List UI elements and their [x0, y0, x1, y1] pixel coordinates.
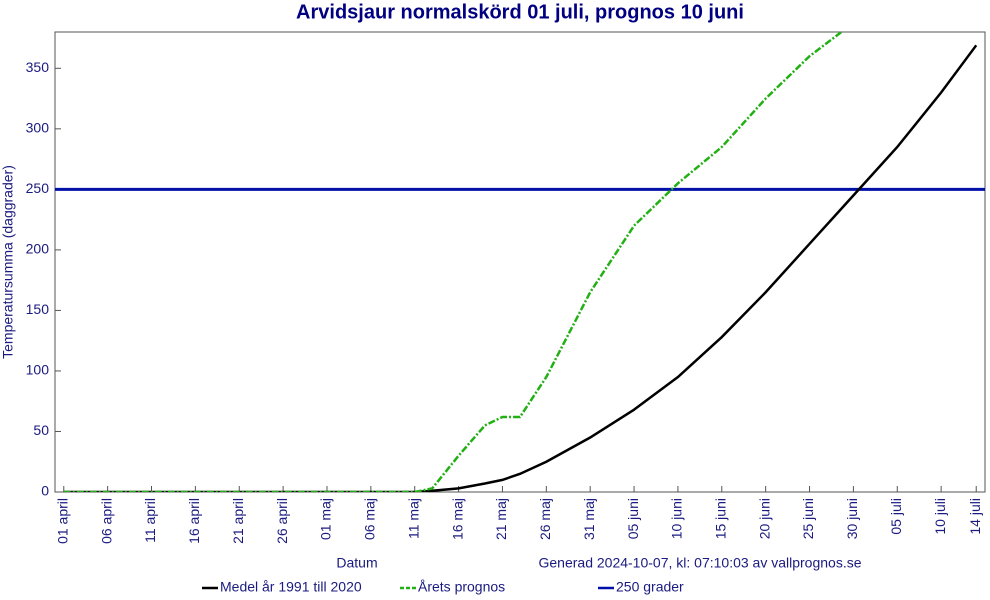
- y-tick-label: 150: [26, 301, 50, 317]
- y-tick-label: 300: [26, 120, 50, 136]
- series-line: [63, 32, 844, 492]
- x-tick-label: 10 juli: [932, 498, 948, 535]
- x-tick-label: 11 april: [142, 498, 158, 543]
- legend-label: 250 grader: [616, 579, 684, 595]
- y-tick-label: 50: [33, 422, 49, 438]
- x-tick-label: 26 april: [274, 498, 290, 544]
- x-tick-label: 05 juli: [888, 498, 904, 535]
- x-tick-label: 26 maj: [537, 498, 553, 540]
- x-tick-label: 15 juni: [712, 498, 728, 539]
- y-axis-label: Temperatursumma (daggrader): [0, 165, 16, 359]
- x-tick-label: 14 juli: [967, 498, 983, 535]
- y-tick-label: 250: [26, 180, 50, 196]
- y-tick-label: 100: [26, 362, 50, 378]
- x-tick-label: 16 maj: [449, 498, 465, 540]
- x-tick-label: 05 juni: [625, 498, 641, 539]
- x-tick-label: 01 maj: [318, 498, 334, 540]
- x-tick-label: 20 juni: [756, 498, 772, 539]
- y-tick-label: 350: [26, 59, 50, 75]
- legend-label: Medel år 1991 till 2020: [220, 579, 362, 595]
- legend-label: Årets prognos: [418, 579, 505, 595]
- note: Generad 2024-10-07, kl: 07:10:03 av vall…: [539, 555, 862, 571]
- chart-title: Arvidsjaur normalskörd 01 juli, prognos …: [296, 1, 744, 23]
- x-axis-label: Datum: [336, 555, 377, 571]
- x-tick-label: 16 april: [186, 498, 202, 544]
- series-line: [63, 44, 978, 492]
- x-tick-label: 30 juni: [844, 498, 860, 539]
- plot-area: [55, 32, 985, 492]
- plot-frame: [54, 31, 986, 493]
- x-tick-label: 21 april: [230, 498, 246, 544]
- x-tick-label: 01 april: [54, 498, 70, 544]
- y-tick-label: 200: [26, 241, 50, 257]
- x-tick-label: 31 maj: [581, 498, 597, 540]
- x-tick-label: 10 juni: [669, 498, 685, 539]
- x-tick-label: 25 juni: [800, 498, 816, 539]
- x-tick-label: 11 maj: [405, 498, 421, 539]
- y-tick-label: 0: [41, 483, 49, 499]
- x-tick-label: 21 maj: [493, 498, 509, 540]
- x-tick-label: 06 maj: [362, 498, 378, 540]
- x-tick-label: 06 april: [98, 498, 114, 544]
